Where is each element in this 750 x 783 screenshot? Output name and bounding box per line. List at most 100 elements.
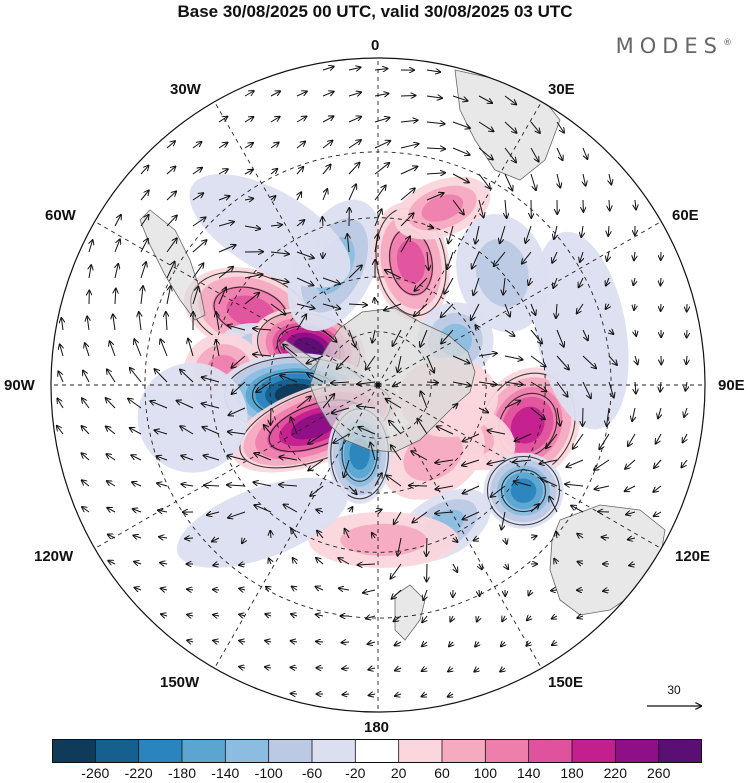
wind-vector [370,443,376,461]
wind-vector [653,485,662,492]
wind-vector [89,265,91,279]
wind-vector [322,116,334,123]
wind-vector [348,92,361,96]
wind-vector [291,614,298,616]
wind-vector [270,225,282,226]
wind-vector [157,456,168,460]
anomaly-contour [340,523,427,556]
wind-vector [452,121,470,128]
wind-vector [395,642,402,646]
wind-vector [530,504,539,513]
wind-vector [400,144,419,149]
wind-vector [291,641,298,642]
wind-vector [57,399,64,409]
wind-vector [374,118,389,123]
wind-vector [57,426,64,435]
colorbar-tick-label: 260 [647,765,671,781]
wind-vector [349,507,353,512]
wind-vector [477,615,479,622]
wind-vector [452,95,468,101]
wind-vector [557,173,560,188]
wind-vector [414,303,428,316]
wind-vector [82,507,90,513]
wind-vector [307,373,324,383]
wind-vector [472,251,480,269]
wind-vector [552,642,557,645]
wind-vector [265,614,272,616]
wind-vector [501,511,506,530]
wind-vector [348,265,362,279]
wind-vector [244,143,253,149]
wind-vector [583,173,586,186]
lon-label-150e: 150E [548,674,584,691]
lon-label-60w: 60W [45,207,76,224]
wind-vector [192,240,207,253]
wind-vector [656,433,662,444]
wind-vector [393,329,402,346]
colorbar-swatch [355,739,400,763]
wind-vector [264,425,272,435]
wind-vector [166,312,167,331]
wind-vector [422,694,428,697]
wind-vector [374,473,382,487]
wind-vector [244,274,263,279]
wind-vector [139,312,141,331]
anomaly-contour [510,478,537,503]
wind-vector [115,289,116,305]
wind-vector [633,277,635,285]
streamline-contour [486,455,561,526]
wind-vector [254,505,272,513]
wind-vector [177,401,194,409]
wind-vector [296,251,314,258]
wind-vector [342,668,350,669]
anomaly-center-20 [137,362,248,473]
wind-vector [140,166,149,175]
colorbar-swatch [95,739,140,763]
wind-vector [265,667,272,668]
wind-vector [157,483,168,486]
wind-vector [606,277,609,286]
wind-vector [89,240,93,253]
wind-vector [530,355,546,367]
wind-vector [229,407,246,415]
wind-vector [552,251,558,263]
wind-vector [308,433,324,444]
wind-vector [448,668,453,672]
wind-vector [166,216,177,227]
wind-vector [635,329,636,336]
colorbar-swatch [182,739,226,763]
wind-vector [478,121,494,131]
wind-vector [395,668,402,671]
wind-vector [85,343,90,357]
wind-vector [345,529,349,539]
wind-vector [452,381,471,386]
colorbar-tick-label: -100 [254,765,283,781]
colorbar-swatch [268,739,313,763]
wind-vector [253,354,272,356]
wind-vector [478,95,492,103]
colorbar-tick-label: -260 [81,765,110,781]
wind-vector [160,563,168,564]
wind-vector [450,616,453,622]
wind-vector [296,117,306,123]
wind-vector [607,251,609,261]
wind-vector [478,199,484,217]
wind-vector [426,148,445,149]
wind-vector [82,426,90,435]
wind-vector [552,616,557,619]
wind-vector [308,459,324,471]
wind-vector [213,590,220,591]
wind-vector [322,67,334,70]
wind-vector [628,433,636,446]
wind-vector [398,537,402,556]
wind-vector [270,169,277,175]
colorbar-tick-label: 60 [434,765,450,781]
wind-vector [400,236,410,253]
wind-vector [296,167,303,175]
wind-vector [595,486,610,489]
wind-vector [491,485,506,497]
colorbar-swatch [52,739,96,763]
wind-vector [160,339,168,357]
wind-vector [385,270,402,279]
